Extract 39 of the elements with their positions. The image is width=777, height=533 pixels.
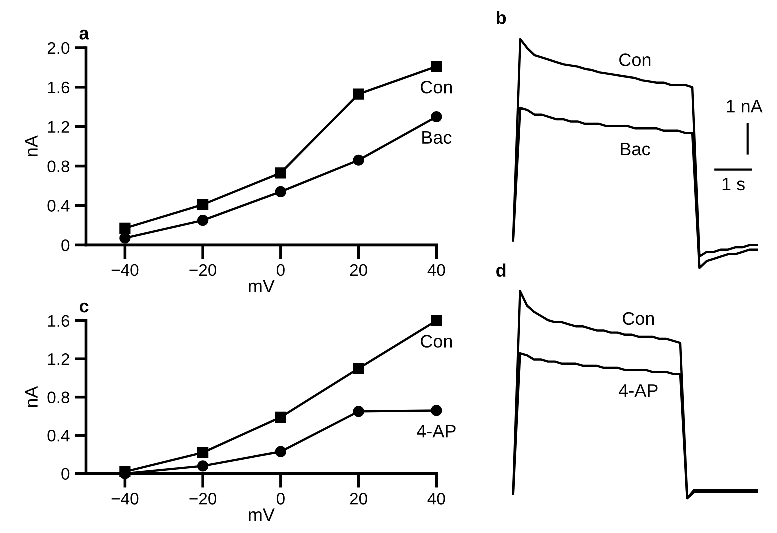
- series-label: Bac: [422, 131, 452, 144]
- y-tick-label: 1.2: [48, 354, 70, 366]
- chart-title: c: [80, 302, 89, 313]
- y-tick-label: 1.2: [48, 121, 70, 133]
- x-tick-label: −40: [112, 493, 139, 505]
- x-tick-label: −20: [190, 493, 217, 505]
- annotation: 1 nA: [727, 100, 763, 113]
- y-tick-label: 0: [62, 240, 70, 252]
- y-tick-label: 2.0: [48, 42, 70, 54]
- y-axis-title: nA: [25, 386, 38, 408]
- chart-title: b: [496, 11, 506, 24]
- series-label: Con: [620, 54, 651, 66]
- y-tick-label: 0: [62, 468, 70, 480]
- series-label: 4-AP: [417, 425, 456, 438]
- chart-title: a: [80, 30, 90, 40]
- x-tick-label: 0: [276, 493, 285, 505]
- y-tick-label: 1.6: [48, 82, 70, 94]
- series-label: 4-AP: [619, 384, 658, 397]
- x-tick-label: 0: [276, 264, 285, 276]
- y-tick-label: 0.4: [48, 430, 70, 442]
- x-axis-title: mV: [249, 280, 275, 293]
- x-axis-title: mV: [249, 508, 275, 522]
- annotation: 1 s: [722, 178, 745, 191]
- y-tick-label: 0.8: [48, 160, 70, 172]
- x-tick-label: 20: [350, 264, 368, 276]
- y-tick-label: 0.4: [48, 200, 70, 212]
- series-label: Con: [421, 335, 452, 348]
- series-label: Con: [421, 80, 452, 94]
- x-tick-label: −20: [190, 264, 217, 276]
- x-tick-label: 40: [428, 264, 446, 276]
- chart-title: d: [496, 264, 506, 277]
- x-tick-label: 40: [428, 493, 446, 505]
- y-tick-label: 1.6: [48, 315, 70, 328]
- series-label: Bac: [621, 143, 650, 156]
- y-tick-label: 0.8: [48, 392, 70, 404]
- y-axis-title: nA: [25, 136, 38, 156]
- x-tick-label: 20: [350, 493, 368, 505]
- series-label: Con: [623, 312, 654, 326]
- x-tick-label: −40: [112, 264, 139, 276]
